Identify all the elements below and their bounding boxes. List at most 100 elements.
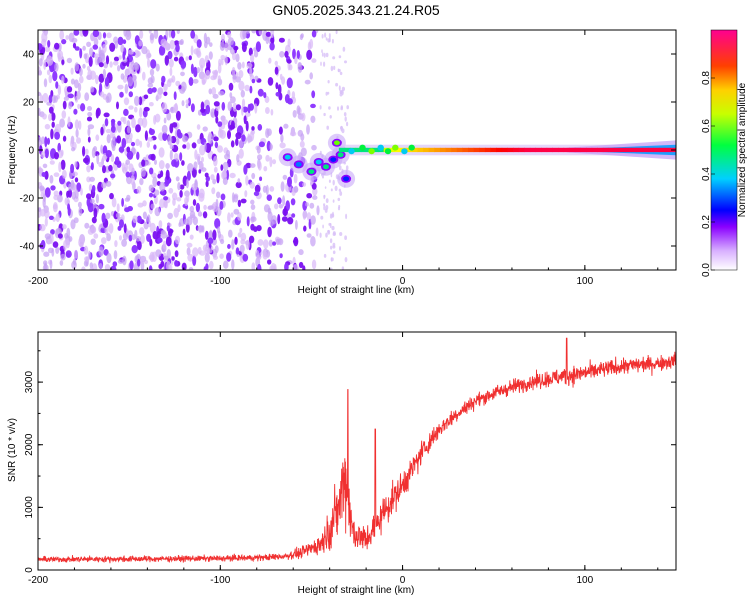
noise-cell (289, 131, 297, 137)
x-tick-label: 100 (577, 575, 594, 586)
noise-cell (138, 96, 143, 106)
noise-cell (154, 207, 161, 217)
noise-cell (265, 31, 272, 37)
noise-cell (179, 184, 185, 190)
noise-cell (162, 240, 167, 250)
noise-cell (204, 245, 211, 255)
noise-cell (60, 159, 66, 170)
noise-cell (163, 200, 168, 208)
noise-cell (139, 227, 145, 236)
noise-cell (257, 124, 263, 131)
noise-cell (105, 150, 112, 158)
noise-cell (190, 63, 194, 74)
noise-cell (134, 95, 140, 106)
noise-cell (342, 46, 346, 52)
carrier-segment (406, 147, 413, 153)
noise-cell (38, 166, 42, 172)
noise-cell (226, 252, 232, 262)
y-tick-label: 40 (23, 50, 35, 61)
noise-cell (177, 204, 181, 213)
noise-cell (251, 30, 257, 34)
noise-cell (172, 192, 178, 201)
noise-cell (189, 205, 195, 213)
colorbar-label: Normalized spectral amplitude (737, 82, 748, 217)
noise-cell (241, 42, 247, 53)
noise-cell (57, 233, 63, 239)
noise-cell (311, 259, 317, 270)
noise-cell (117, 259, 124, 264)
noise-cell (110, 138, 116, 149)
noise-cell (158, 147, 165, 158)
noise-cell (219, 129, 226, 139)
noise-cell (186, 216, 193, 226)
noise-cell (311, 182, 317, 190)
noise-cell (330, 267, 333, 270)
x-tick-label: -200 (28, 276, 48, 287)
noise-cell (329, 238, 333, 244)
noise-cell (275, 82, 279, 90)
noise-cell (67, 93, 74, 99)
noise-cell (327, 80, 330, 84)
noise-cell (329, 37, 331, 43)
noise-cell (189, 210, 196, 219)
noise-cell (212, 229, 217, 241)
noise-cell (131, 245, 138, 254)
noise-cell (54, 42, 60, 50)
noise-cell (186, 242, 193, 248)
noise-cell (220, 193, 226, 201)
noise-cell (185, 56, 189, 61)
noise-cell (158, 220, 163, 229)
noise-cell (98, 62, 104, 68)
noise-cell (40, 239, 46, 250)
noise-cell (179, 190, 183, 198)
noise-cell (42, 163, 48, 169)
noise-cell (176, 197, 182, 202)
noise-cell (39, 223, 46, 232)
colorbar-ticks: 0.0 0.2 0.4 0.6 0.8 (701, 71, 715, 277)
noise-cell (316, 205, 320, 216)
noise-cell (148, 265, 153, 270)
noise-cell (92, 44, 99, 50)
noise-cell (186, 142, 191, 150)
carrier-blob (368, 148, 375, 155)
noise-cell (110, 125, 116, 133)
noise-cell (211, 87, 217, 96)
noise-cell (158, 160, 165, 170)
noise-cell (82, 146, 86, 157)
noise-cell (272, 159, 277, 165)
noise-cell (104, 118, 109, 127)
noise-cell (187, 163, 194, 173)
noise-cell (48, 74, 53, 84)
noise-cell (241, 61, 245, 69)
noise-cell (173, 91, 177, 100)
noise-cell (220, 54, 226, 61)
noise-cell (130, 141, 136, 147)
noise-cell (198, 188, 205, 199)
carrier-segment (619, 147, 626, 153)
noise-cell (42, 113, 47, 120)
chart-title: GN05.2025.343.21.24.R05 (272, 2, 440, 18)
carrier-segment (473, 147, 480, 153)
noise-cell (42, 92, 49, 103)
noise-cell (282, 174, 288, 180)
noise-cell (233, 194, 239, 203)
noise-cell (139, 30, 144, 39)
noise-cell (73, 258, 77, 266)
noise-cell (267, 226, 272, 238)
noise-cell (274, 203, 279, 210)
noise-cell (105, 55, 110, 65)
noise-cell (79, 67, 83, 77)
noise-cell (263, 166, 268, 172)
carrier-segment (602, 147, 609, 153)
noise-cell (312, 187, 318, 196)
noise-cell (186, 193, 190, 203)
noise-cell (293, 173, 298, 184)
noise-cell (346, 121, 349, 127)
noise-cell (279, 142, 286, 149)
noise-cell (86, 41, 92, 47)
noise-cell (277, 84, 282, 95)
noise-cell (137, 202, 144, 208)
carrier-segment (439, 147, 446, 153)
noise-cell (236, 154, 240, 163)
noise-cell (230, 212, 234, 218)
